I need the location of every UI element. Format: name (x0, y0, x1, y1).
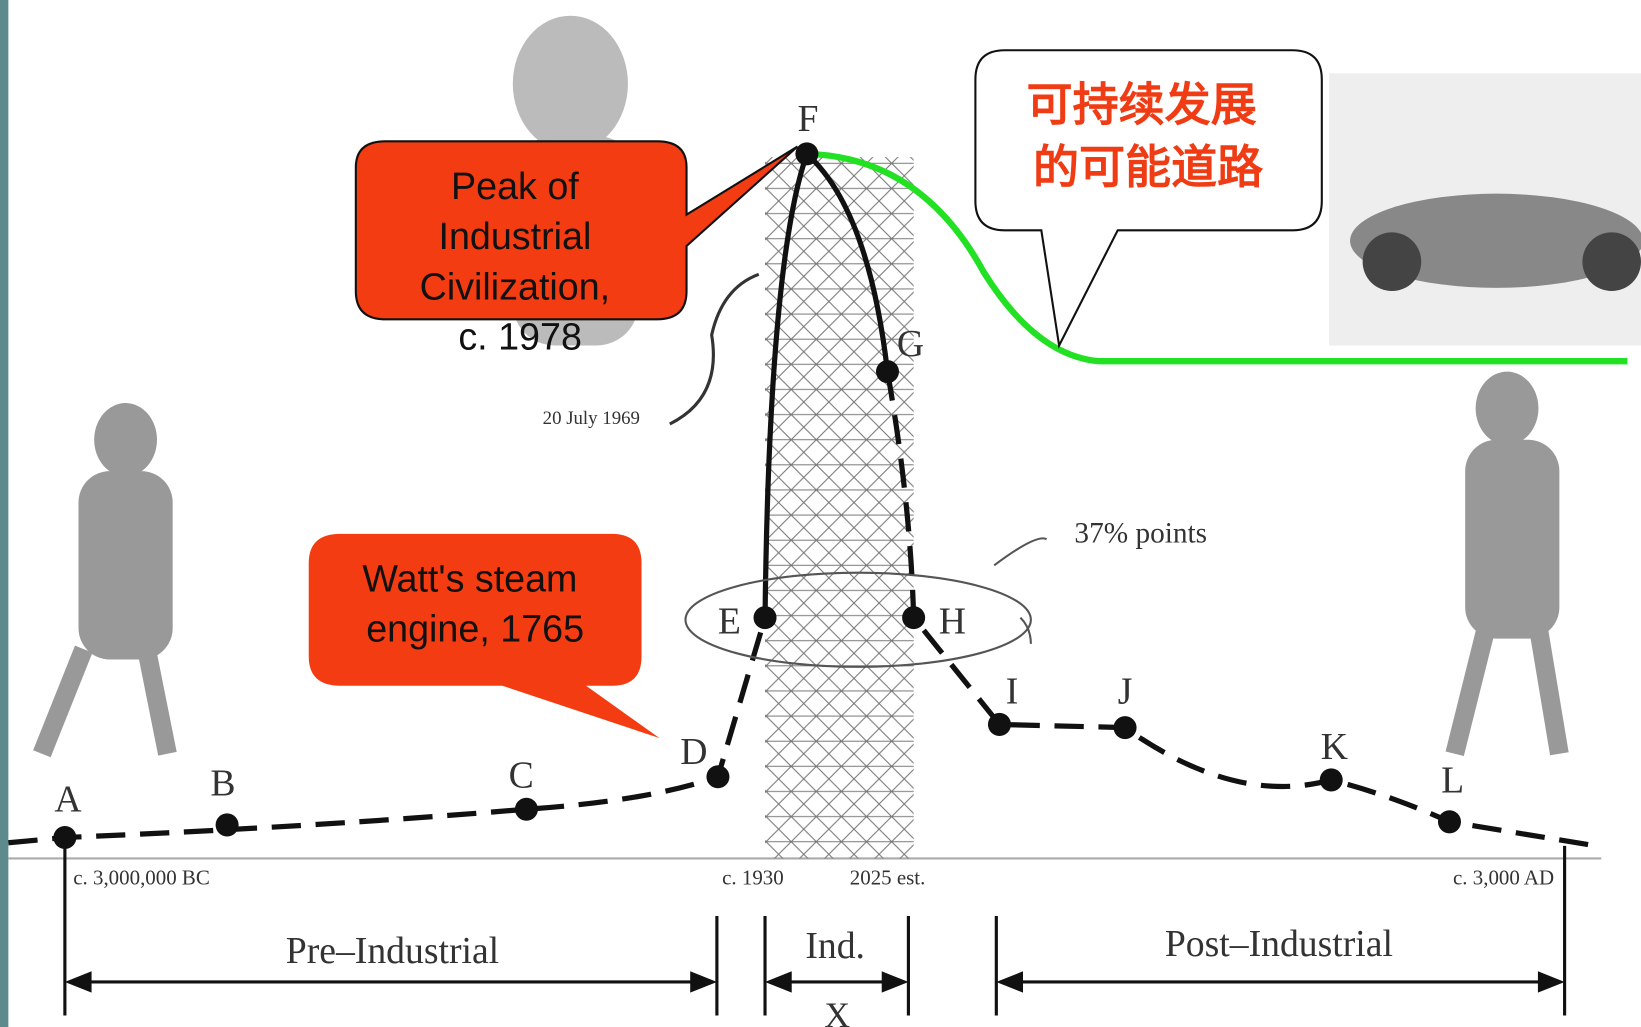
node-label: J (1118, 671, 1133, 713)
svg-text:Watt's steam engine, 176: Watt's steam engine, 1765 (362, 557, 588, 649)
callout-line: 可持续发展 (1027, 78, 1257, 130)
node-label: K (1321, 726, 1348, 768)
annotation: 20 July 1969 (543, 408, 640, 429)
curve-pre (8, 616, 768, 846)
nodes: A B C D E F G HI J K L (53, 98, 1464, 850)
node-dot (514, 797, 538, 821)
axis-label: 2025 est. (850, 866, 926, 890)
node-label: A (54, 778, 81, 820)
callout-line: Watt's steam (362, 557, 577, 599)
percent-ellipse (684, 571, 1032, 668)
node-label: I (1006, 671, 1019, 713)
node-dot (1437, 810, 1461, 834)
callout-line: c. 1978 (458, 316, 582, 358)
era-label: Pre–Industrial (286, 930, 499, 972)
node-dot (1319, 768, 1343, 792)
callout-line: engine, 1765 (366, 608, 584, 650)
peak-callout: Peak of Industrial Civilization, c. 1978 (354, 140, 799, 358)
node-label: H (939, 600, 966, 642)
era-label: X (824, 995, 850, 1027)
ellipse-pointer (993, 537, 1048, 644)
node-dot (987, 712, 1011, 736)
curve-peak (762, 149, 891, 618)
axis-label: c. 3,000,000 BC (73, 866, 210, 890)
svg-text:Peak of Industrial: Peak of Industrial Civilization, c. 1978 (420, 165, 621, 358)
node-dot (753, 606, 777, 630)
watt-callout: Watt's steam engine, 1765 (308, 533, 660, 739)
node-dot (706, 765, 730, 789)
node-dot (902, 606, 926, 630)
moon-arrow (669, 272, 760, 426)
callout-line: 的可能道路 (1033, 141, 1264, 193)
sustainable-callout: 可持续发展 的可能道路 (974, 49, 1323, 349)
node-label: G (897, 323, 924, 365)
axis-label: c. 3,000 AD (1453, 866, 1554, 890)
era-brackets (63, 837, 1567, 1016)
node-label: B (210, 763, 235, 805)
node-label: E (718, 600, 741, 642)
node-dot (875, 360, 899, 384)
callout-line: Industrial (438, 215, 591, 257)
node-dot (215, 813, 239, 837)
car-image (1329, 73, 1641, 346)
node-label: C (509, 754, 534, 796)
svg-text:可持续发展 的可能道路: 可持续发展 的可能道路 (1027, 78, 1270, 193)
side-strip (0, 0, 9, 1027)
axis-label: c. 1930 (722, 866, 784, 890)
era-label: Ind. (805, 925, 865, 967)
node-label: F (797, 98, 818, 140)
node-dot (1113, 716, 1137, 740)
caveman-left (33, 403, 177, 758)
industrial-band (765, 157, 914, 859)
era-label: Post–Industrial (1165, 923, 1393, 965)
curve-post (884, 371, 1597, 849)
node-label: L (1441, 759, 1464, 801)
annotation: 37% points (1074, 517, 1207, 549)
callout-line: Civilization, (420, 265, 610, 307)
node-label: D (680, 731, 707, 773)
callout-line: Peak of (451, 165, 579, 207)
caveman-right (1445, 371, 1569, 757)
node-dot (795, 142, 819, 166)
sustainable-path (806, 150, 1628, 365)
